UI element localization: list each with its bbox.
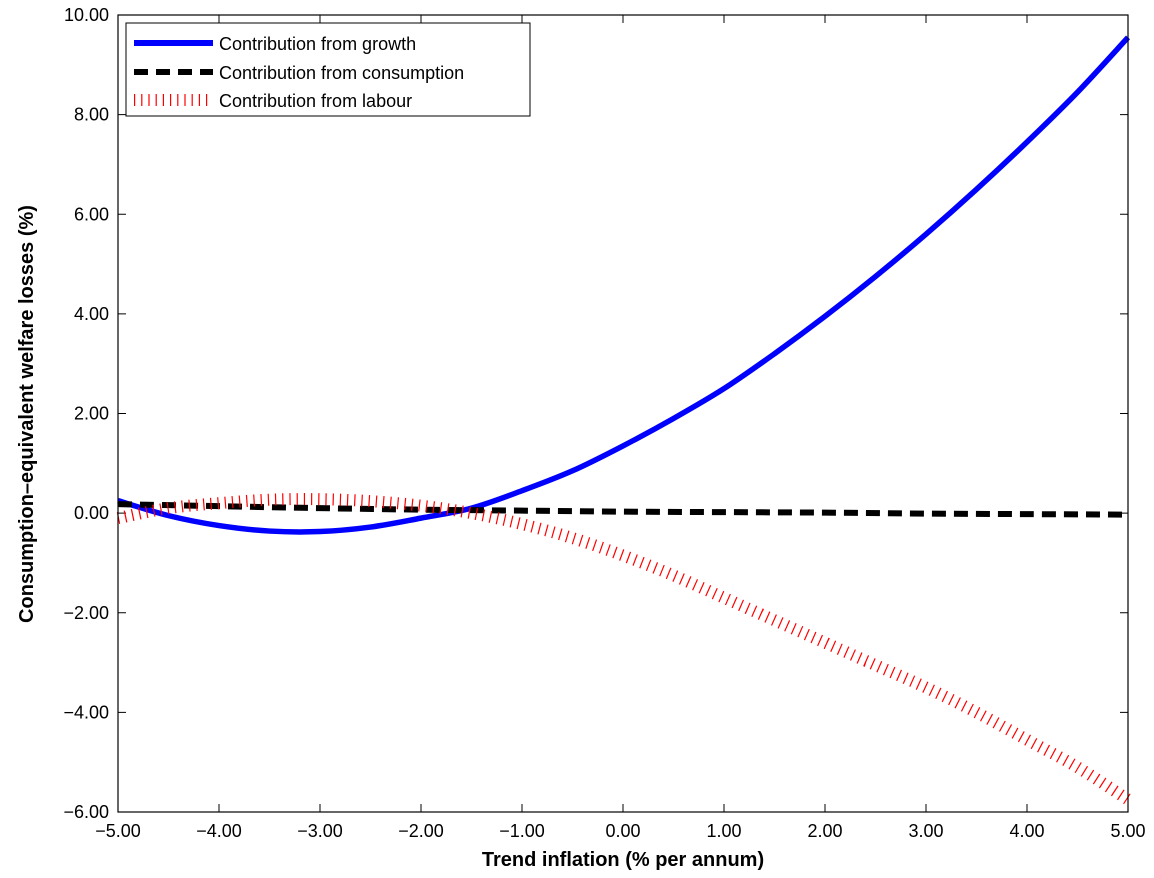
x-tick-label: −1.00 — [499, 821, 545, 841]
x-tick-label: 5.00 — [1110, 821, 1145, 841]
y-tick-label: 2.00 — [74, 404, 109, 424]
y-tick-label: −2.00 — [63, 603, 109, 623]
x-axis-title: Trend inflation (% per annum) — [482, 849, 764, 871]
tick-layer: −5.00 −4.00 −3.00 −2.00 −1.00 0.00 1.00 2.00 3.0… — [63, 5, 1145, 841]
legend-label-growth: Contribution from growth — [219, 34, 416, 54]
x-tick-label: 0.00 — [605, 821, 640, 841]
plot-frame — [117, 14, 1129, 813]
series-line-contribution-from-consumption — [117, 501, 1129, 518]
x-tick-label: −2.00 — [398, 821, 444, 841]
series-line-contribution-from-labour — [116, 493, 1132, 805]
y-tick-label: −4.00 — [63, 702, 109, 722]
legend-box — [125, 22, 531, 117]
legend: Contribution from growth Contribution fr… — [125, 22, 531, 117]
series-layer — [116, 35, 1132, 805]
x-tick-label: 2.00 — [807, 821, 842, 841]
legend-label-consumption: Contribution from consumption — [219, 63, 464, 83]
x-tick-label: 1.00 — [706, 821, 741, 841]
y-axis-title: Consumption–equivalent welfare losses (%… — [16, 205, 38, 623]
y-tick-label: 6.00 — [74, 204, 109, 224]
x-tick-label: 4.00 — [1009, 821, 1044, 841]
y-tick-label: −6.00 — [63, 802, 109, 822]
x-tick-label: 3.00 — [908, 821, 943, 841]
y-tick-label: 0.00 — [74, 503, 109, 523]
x-tick-label: −4.00 — [196, 821, 242, 841]
legend-label-labour: Contribution from labour — [219, 91, 412, 111]
y-tick-label: 4.00 — [74, 304, 109, 324]
y-tick-label: 8.00 — [74, 105, 109, 125]
series-line-contribution-from-growth — [117, 35, 1131, 535]
y-tick-label: 10.00 — [64, 5, 109, 25]
x-tick-label: −3.00 — [297, 821, 343, 841]
x-tick-label: −5.00 — [95, 821, 141, 841]
